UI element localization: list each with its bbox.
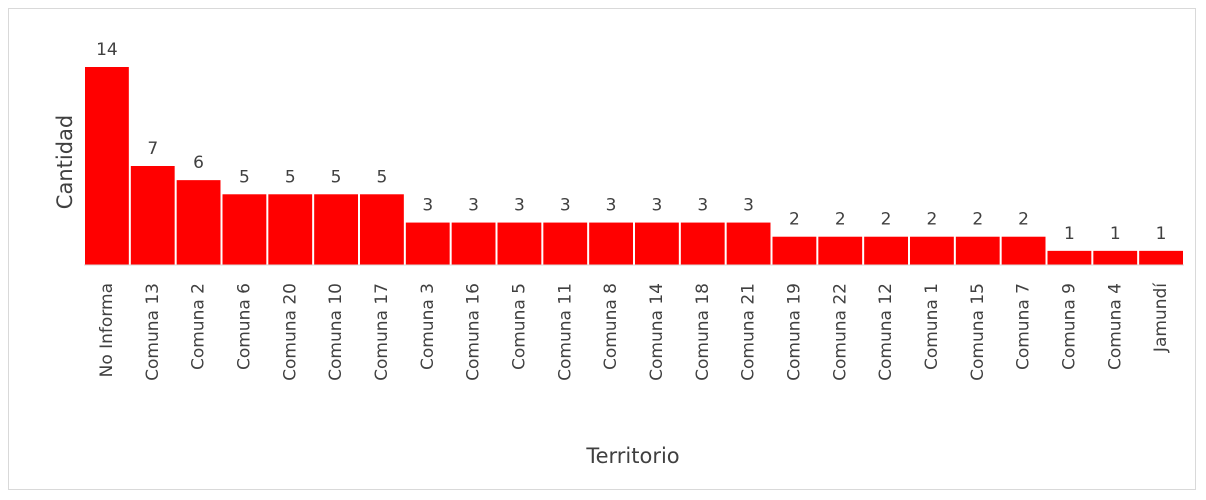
bar <box>818 236 863 265</box>
data-label: 3 <box>606 196 617 216</box>
data-label: 2 <box>789 210 800 230</box>
x-tick-label: Comuna 19 <box>784 283 804 381</box>
data-label: 3 <box>514 196 525 216</box>
bar <box>130 166 175 265</box>
data-label: 3 <box>743 196 754 216</box>
data-label: 5 <box>239 167 250 187</box>
bar <box>864 236 908 265</box>
x-tick-label: Comuna 13 <box>143 283 163 381</box>
data-label: 5 <box>285 167 296 187</box>
bar <box>1093 250 1138 265</box>
bar <box>360 194 404 265</box>
bar <box>222 194 267 265</box>
x-tick-label: Comuna 6 <box>234 283 254 370</box>
x-tick-label: Comuna 9 <box>1059 283 1079 370</box>
x-tick-label: Comuna 2 <box>189 283 209 370</box>
x-tick-label: Comuna 21 <box>739 283 759 381</box>
data-label: 2 <box>835 210 846 230</box>
x-tick-label: Comuna 1 <box>922 283 942 370</box>
x-tick-label: Comuna 14 <box>647 283 667 381</box>
data-label: 3 <box>652 196 663 216</box>
data-label: 1 <box>1156 224 1167 244</box>
bar <box>405 222 450 265</box>
data-labels-group: 14 7 6 5 5 5 5 3 3 3 3 3 3 3 3 2 2 2 2 2 2 1 1 1 <box>96 40 1166 244</box>
bars-group <box>85 67 1183 265</box>
data-label: 2 <box>927 210 938 230</box>
x-tick-label: Comuna 4 <box>1105 283 1125 370</box>
bar <box>1139 250 1183 265</box>
data-label: 5 <box>377 167 388 187</box>
x-tick-label: Comuna 8 <box>601 283 621 370</box>
bar <box>1001 236 1046 265</box>
data-label: 7 <box>147 139 158 159</box>
x-tick-label: Comuna 12 <box>876 283 896 381</box>
bar <box>910 236 954 265</box>
bar <box>268 194 313 265</box>
bar <box>772 236 817 265</box>
x-tick-label: Comuna 17 <box>372 283 392 381</box>
x-tick-label: Comuna 10 <box>326 283 346 381</box>
y-axis-title: Cantidad <box>53 115 77 209</box>
x-tick-label: Comuna 11 <box>555 283 575 381</box>
bar <box>497 222 542 265</box>
data-label: 1 <box>1064 224 1075 244</box>
data-label: 3 <box>560 196 571 216</box>
data-label: 3 <box>468 196 479 216</box>
data-label: 3 <box>422 196 433 216</box>
x-tick-label: Comuna 3 <box>418 283 438 370</box>
data-label: 6 <box>193 153 204 173</box>
bar <box>680 222 725 265</box>
data-label: 2 <box>881 210 892 230</box>
x-tick-label: Jamundí <box>1151 282 1171 353</box>
x-tick-label: Comuna 16 <box>464 283 484 381</box>
bar <box>1047 250 1092 265</box>
bar <box>635 222 679 265</box>
data-label: 1 <box>1110 224 1121 244</box>
bar <box>589 222 633 265</box>
data-label: 2 <box>1018 210 1029 230</box>
x-tick-label: No Informa <box>97 283 117 377</box>
data-label: 2 <box>972 210 983 230</box>
x-tick-label: Comuna 18 <box>693 283 713 381</box>
x-tick-label: Comuna 5 <box>509 283 529 370</box>
bar <box>314 194 358 265</box>
data-label: 14 <box>96 40 118 60</box>
x-tick-label: Comuna 7 <box>1014 283 1034 370</box>
bar <box>955 236 1000 265</box>
x-tick-labels-group: No Informa Comuna 13 Comuna 2 Comuna 6 Comun… <box>97 282 1171 381</box>
bar <box>85 67 129 265</box>
data-label: 3 <box>697 196 708 216</box>
x-tick-label: Comuna 15 <box>968 283 988 381</box>
x-tick-label: Comuna 22 <box>830 283 850 381</box>
x-axis-title: Territorio <box>585 444 679 468</box>
bar <box>726 222 771 265</box>
data-label: 5 <box>331 167 342 187</box>
x-tick-label: Comuna 20 <box>280 283 300 381</box>
bar <box>543 222 588 265</box>
bar <box>176 180 221 265</box>
bar <box>451 222 496 265</box>
